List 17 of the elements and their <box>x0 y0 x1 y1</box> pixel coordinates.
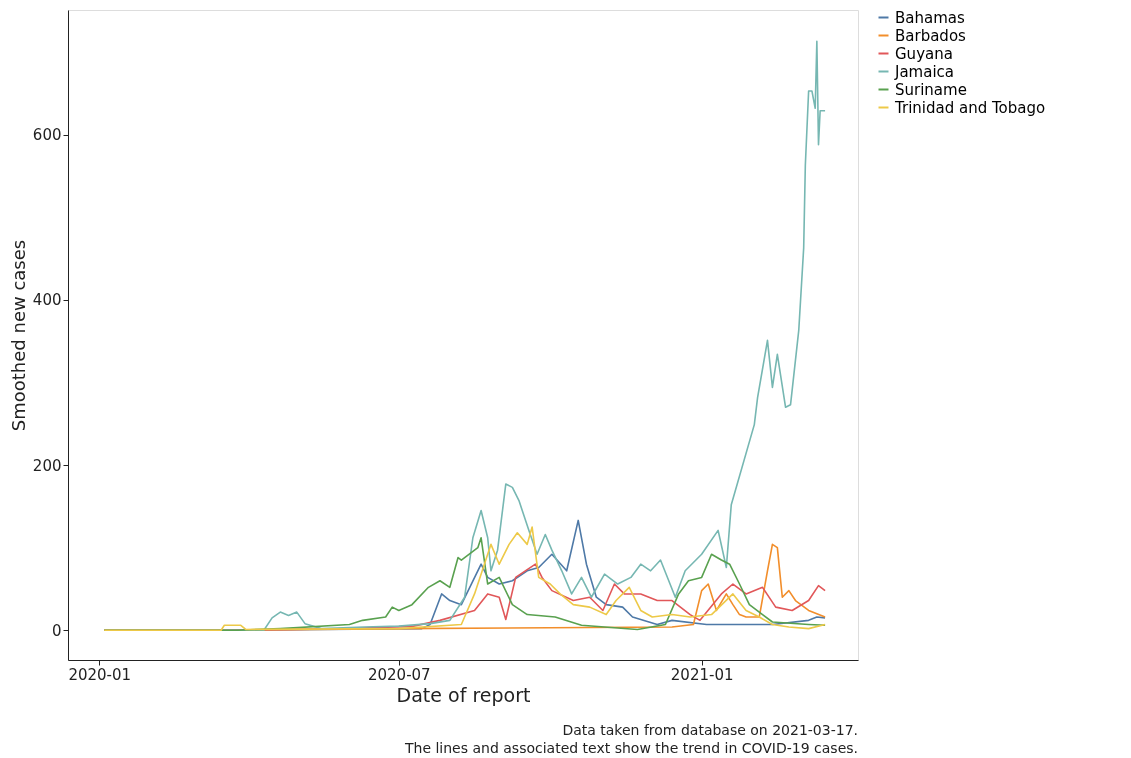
text: The lines and associated text show the trend in COVID-19 cases. <box>403 740 858 756</box>
x-tick-label: 2021-01 <box>670 665 734 684</box>
legend-label: Trinidad and Tobago <box>894 98 1046 117</box>
legend-label: Bahamas <box>895 8 965 27</box>
y-tick-label: 600 <box>32 126 62 145</box>
legend-label: Guyana <box>895 44 953 63</box>
x-tick-label: 2020-01 <box>68 665 132 684</box>
y-tick-label: 200 <box>32 456 62 475</box>
legend-label: Barbados <box>895 26 967 45</box>
y-axis-title: Smoothed new cases <box>7 239 29 432</box>
legend-label: Suriname <box>895 80 967 99</box>
y-tick-label: 400 <box>32 291 62 310</box>
x-axis-title: Date of report <box>396 683 531 706</box>
x-tick-label: 2020-07 <box>367 665 431 684</box>
legend-label: Jamaica <box>894 62 955 81</box>
text: Data taken from database on 2021-03-17. <box>562 722 858 738</box>
y-tick-label: 0 <box>51 621 62 640</box>
